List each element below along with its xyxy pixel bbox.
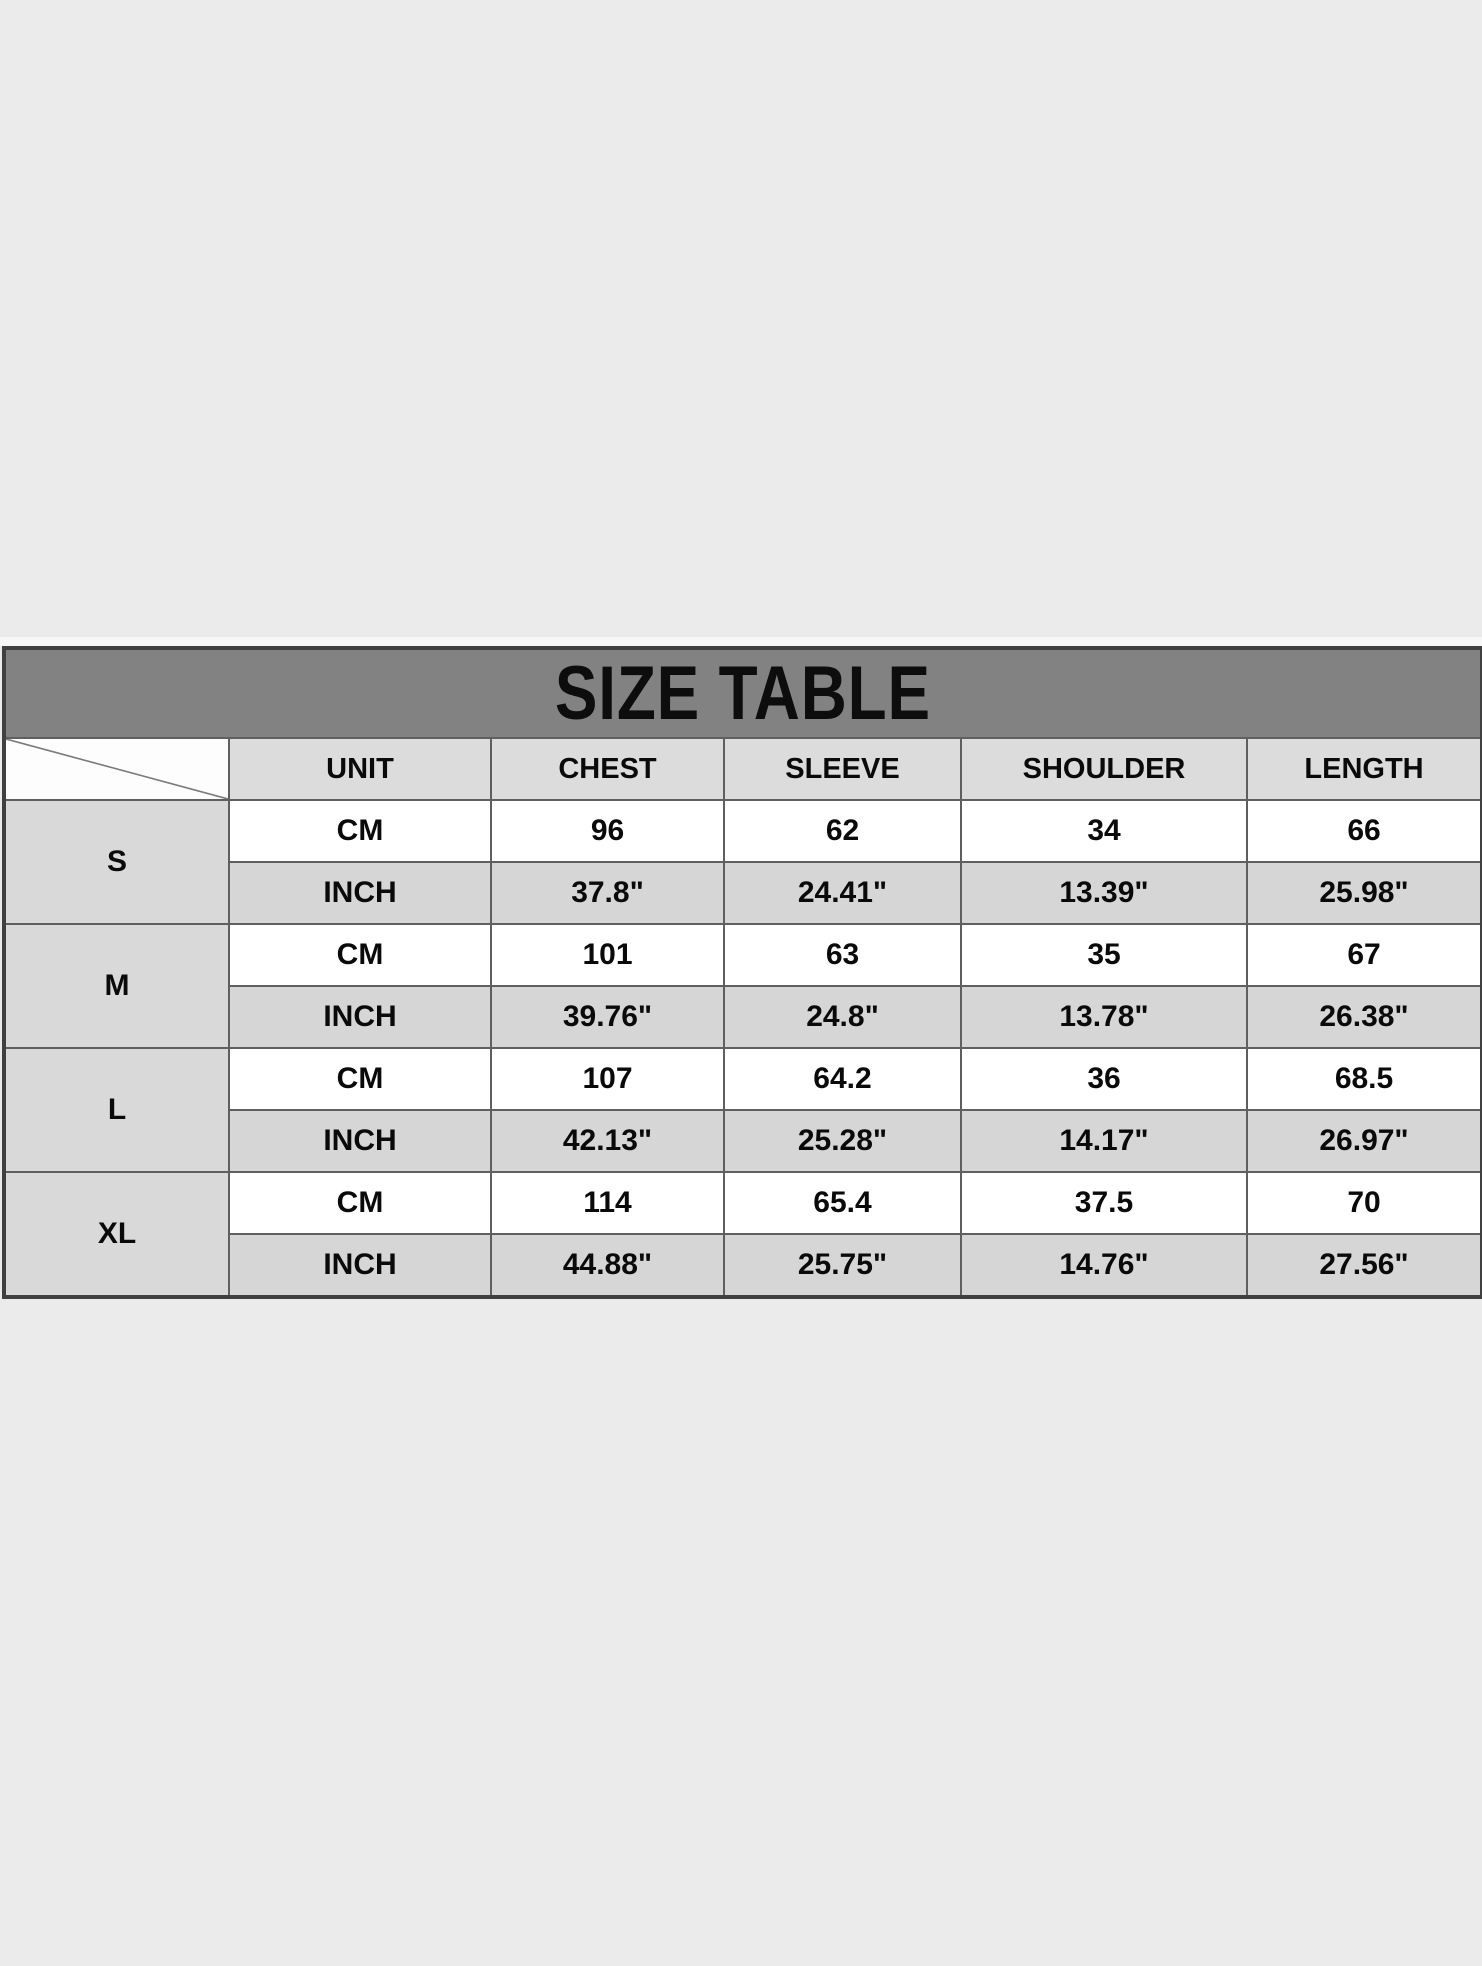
table-title: SIZE TABLE <box>554 651 932 736</box>
unit-label-inch: INCH <box>228 861 492 925</box>
value-l-cm-chest: 107 <box>490 1047 725 1111</box>
unit-label-inch: INCH <box>228 1109 492 1173</box>
value-l-cm-sleeve: 64.2 <box>723 1047 962 1111</box>
value-m-cm-shoulder: 35 <box>960 923 1248 987</box>
value-m-cm-chest: 101 <box>490 923 725 987</box>
value-m-cm-sleeve: 63 <box>723 923 962 987</box>
value-xl-inch-chest: 44.88" <box>490 1233 725 1298</box>
value-m-inch-sleeve: 24.8" <box>723 985 962 1049</box>
value-s-inch-chest: 37.8" <box>490 861 725 925</box>
value-xl-cm-chest: 114 <box>490 1171 725 1235</box>
value-xl-inch-sleeve: 25.75" <box>723 1233 962 1298</box>
size-row-l-cm: L CM 107 64.2 36 68.5 <box>3 1047 1482 1173</box>
value-s-cm-length: 66 <box>1245 799 1482 863</box>
title-row: SIZE TABLE <box>2 647 1482 739</box>
unit-label-cm: CM <box>228 923 492 987</box>
value-l-inch-length: 26.97" <box>1245 1109 1482 1173</box>
size-row-l-inch: INCH 42.13" 25.28" 14.17" 26.97" <box>4 1109 1482 1173</box>
column-header-row: UNIT CHEST SLEEVE SHOULDER LENGTH <box>3 737 1482 801</box>
value-m-cm-length: 67 <box>1245 923 1482 987</box>
value-l-inch-sleeve: 25.28" <box>723 1109 962 1173</box>
value-m-inch-chest: 39.76" <box>490 985 725 1049</box>
unit-label-cm: CM <box>228 1171 492 1235</box>
size-label-s: S <box>3 799 230 925</box>
column-header-chest: CHEST <box>490 737 725 801</box>
unit-label-cm: CM <box>228 799 492 863</box>
size-label-xl: XL <box>3 1171 230 1298</box>
value-s-cm-sleeve: 62 <box>723 799 962 863</box>
size-row-xl-inch: INCH 44.88" 25.75" 14.76" 27.56" <box>4 1233 1482 1298</box>
value-xl-cm-length: 70 <box>1245 1171 1482 1235</box>
table-top-margin-strip <box>0 637 1482 646</box>
size-label-l: L <box>3 1047 230 1173</box>
size-label-m: M <box>3 923 230 1049</box>
column-header-unit: UNIT <box>228 737 492 801</box>
value-s-inch-shoulder: 13.39" <box>960 861 1248 925</box>
table-title-banner: SIZE TABLE <box>2 647 1482 739</box>
value-l-inch-shoulder: 14.17" <box>960 1109 1248 1173</box>
value-xl-cm-sleeve: 65.4 <box>723 1171 962 1235</box>
value-s-inch-length: 25.98" <box>1245 861 1482 925</box>
value-s-cm-shoulder: 34 <box>960 799 1248 863</box>
value-xl-cm-shoulder: 37.5 <box>960 1171 1248 1235</box>
value-s-cm-chest: 96 <box>490 799 725 863</box>
value-m-inch-length: 26.38" <box>1245 985 1482 1049</box>
unit-label-cm: CM <box>228 1047 492 1111</box>
size-row-s-cm: S CM 96 62 34 66 <box>3 799 1482 925</box>
size-row-m-cm: M CM 101 63 35 67 <box>3 923 1482 1049</box>
value-l-inch-chest: 42.13" <box>490 1109 725 1173</box>
value-l-cm-length: 68.5 <box>1245 1047 1482 1111</box>
value-xl-inch-length: 27.56" <box>1245 1233 1482 1298</box>
unit-label-inch: INCH <box>228 985 492 1049</box>
size-row-s-inch: INCH 37.8" 24.41" 13.39" 25.98" <box>4 861 1482 925</box>
value-xl-inch-shoulder: 14.76" <box>960 1233 1248 1298</box>
value-m-inch-shoulder: 13.78" <box>960 985 1248 1049</box>
column-header-length: LENGTH <box>1245 737 1482 801</box>
size-row-m-inch: INCH 39.76" 24.8" 13.78" 26.38" <box>4 985 1482 1049</box>
diagonal-line-icon <box>6 739 228 799</box>
size-table: SIZE TABLE UNIT CHEST SLEEVE SHOULDER LE… <box>2 646 1482 1299</box>
size-row-xl-cm: XL CM 114 65.4 37.5 70 <box>3 1171 1482 1298</box>
value-l-cm-shoulder: 36 <box>960 1047 1248 1111</box>
column-header-shoulder: SHOULDER <box>960 737 1248 801</box>
column-header-sleeve: SLEEVE <box>723 737 962 801</box>
unit-label-inch: INCH <box>228 1233 492 1298</box>
diagonal-header-cell <box>3 737 230 801</box>
value-s-inch-sleeve: 24.41" <box>723 861 962 925</box>
